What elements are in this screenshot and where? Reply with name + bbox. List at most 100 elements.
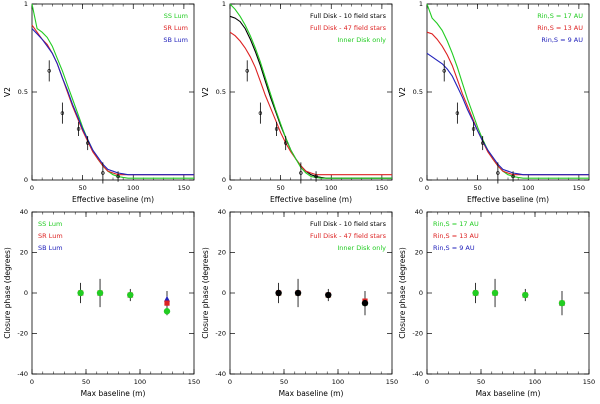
x-tick-label: 0 [425, 378, 429, 386]
data-point [442, 69, 446, 73]
model-marker-circle [163, 308, 171, 315]
y-tick-label: 0.5 [413, 88, 423, 96]
model-marker-circle [472, 289, 479, 297]
y-axis-label: V2 [3, 87, 12, 97]
x-tick-label: 50 [276, 184, 284, 192]
y-tick-label: 20 [415, 249, 423, 257]
y-axis-label: V2 [201, 87, 210, 97]
model-marker-circle [361, 299, 369, 307]
legend-entry: SS Lum [38, 220, 62, 228]
y-tick-label: 1 [222, 0, 226, 8]
x-tick-label: 100 [332, 378, 344, 386]
data-point [258, 111, 263, 115]
legend-entry: Inner Disk only [337, 36, 386, 44]
legend-entry: SB Lum [163, 36, 188, 44]
y-tick-label: 0 [24, 289, 28, 297]
x-tick-label: 150 [178, 184, 190, 192]
legend-entry: Full Disk - 47 field stars [310, 24, 387, 32]
model-marker-circle [294, 289, 302, 297]
y-tick-label: 20 [20, 249, 28, 257]
x-tick-label: 150 [573, 184, 585, 192]
x-tick-label: 50 [473, 184, 481, 192]
data-point [299, 171, 303, 175]
x-tick-label: 0 [228, 378, 232, 386]
x-tick-label: 100 [134, 378, 146, 386]
series-line-2 [426, 52, 589, 176]
x-tick-label: 150 [188, 378, 200, 386]
x-tick-label: 150 [386, 378, 398, 386]
y-tick-label: -40 [215, 370, 226, 378]
panel-v2-rin: 0 50 100 150 0 0.5 1 Effective baseline (m) V2 Ri… [398, 0, 590, 204]
x-tick-label: 100 [127, 184, 139, 192]
legend-entry: SR Lum [163, 24, 188, 32]
legend-entry: Rin,S = 9 AU [541, 36, 583, 44]
model-marker-circle [96, 289, 104, 297]
data-point [471, 127, 476, 131]
series-line-1 [31, 24, 194, 176]
model-marker-circle [325, 291, 332, 299]
data-point [480, 141, 485, 145]
model-marker-circle [558, 299, 566, 307]
model-marker-circle [127, 291, 134, 299]
model-marker-square [164, 300, 170, 306]
legend-entry: SR Lum [38, 232, 63, 240]
y-tick-label: 40 [415, 208, 423, 216]
y-tick-label: 0 [222, 176, 226, 184]
y-axis-label: Closure phase (degrees) [3, 247, 12, 339]
y-tick-label: 0.5 [18, 88, 28, 96]
y-tick-label: 20 [218, 249, 226, 257]
y-tick-label: 0.5 [216, 88, 226, 96]
x-tick-label: 150 [376, 184, 388, 192]
legend-entry: Rin,S = 9 AU [433, 244, 475, 252]
y-tick-label: 1 [24, 0, 28, 8]
legend-entry: Rin,S = 13 AU [433, 232, 479, 240]
data-point [245, 69, 249, 73]
y-tick-label: 0 [419, 176, 423, 184]
legend-entry: Full Disk - 10 field stars [310, 12, 387, 20]
x-tick-label: 0 [30, 378, 34, 386]
series-line-2 [31, 28, 194, 176]
y-tick-label: -20 [412, 330, 423, 338]
x-tick-label: 50 [82, 378, 90, 386]
data-point [76, 127, 81, 131]
model-marker-circle [491, 289, 499, 297]
data-point [85, 141, 90, 145]
legend-entry: Rin,S = 17 AU [537, 12, 583, 20]
y-tick-label: 0 [419, 289, 423, 297]
x-axis-label: Max baseline (m) [81, 389, 146, 398]
y-axis-label: Closure phase (degrees) [398, 247, 407, 339]
legend-entry: Full Disk - 10 field stars [310, 220, 387, 228]
data-point [283, 141, 288, 145]
x-axis-label: Max baseline (m) [279, 389, 344, 398]
y-tick-label: -20 [215, 330, 226, 338]
data-point [101, 171, 105, 175]
legend-entry: Rin,S = 17 AU [433, 220, 479, 228]
data-point [455, 111, 460, 115]
model-marker-circle [275, 289, 282, 297]
x-tick-label: 50 [477, 378, 485, 386]
y-tick-label: 40 [218, 208, 226, 216]
y-axis-label: Closure phase (degrees) [201, 247, 210, 339]
y-tick-label: -40 [412, 370, 423, 378]
data-point [60, 111, 65, 115]
legend-entry: Rin,S = 13 AU [537, 24, 583, 32]
legend-entry: Full Disk - 47 field stars [310, 232, 387, 240]
panel-cp-ss-luminosity: 0 50 100 150 -40 -20 0 20 40 Max baseline (m) Clos… [3, 208, 200, 398]
y-tick-label: 1 [419, 0, 423, 8]
x-tick-label: 0 [425, 184, 429, 192]
model-marker-triangle [164, 295, 170, 302]
legend-entry: SS Lum [164, 12, 188, 20]
panel-cp-models: 0 50 100 150 -40 -20 0 20 40 Max baseline (m) Clos… [201, 208, 398, 398]
x-tick-label: 50 [280, 378, 288, 386]
data-point [274, 127, 279, 131]
y-tick-label: -20 [17, 330, 28, 338]
panel-v2-models: 0 50 100 150 0 0.5 1 Effective baseline (m) V2 Fu… [201, 0, 393, 204]
x-axis-label: Max baseline (m) [476, 389, 541, 398]
x-axis-label: Effective baseline (m) [270, 195, 352, 204]
data-point [116, 174, 120, 179]
panel-v2-ss-luminosity: 0 50 100 150 0 0.5 1 Effective baseline (m) V2 SS… [3, 0, 195, 204]
x-tick-label: 100 [522, 184, 534, 192]
data-point [47, 69, 51, 73]
series-line-1 [426, 31, 589, 176]
